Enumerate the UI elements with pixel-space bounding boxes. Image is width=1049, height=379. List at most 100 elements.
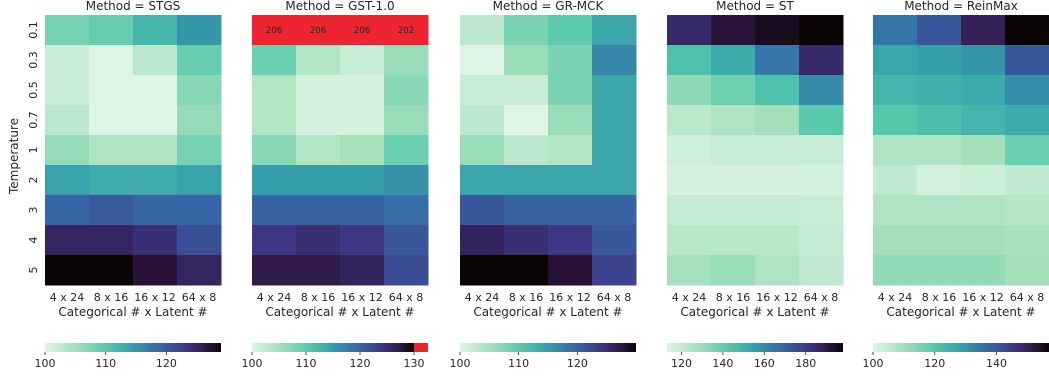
heatmap-cell bbox=[177, 15, 222, 46]
heatmap-panel: Method = STGS 4 x 24 8 x 16 16 x 12 64 x 8Ca… bbox=[27, 0, 222, 370]
heatmap-cell bbox=[1005, 195, 1049, 226]
x-axis-label: Categorical # x Latent # bbox=[473, 305, 622, 319]
y-tick-label: 0.1 bbox=[27, 21, 40, 39]
x-tick-label: 64 x 8 bbox=[182, 291, 217, 304]
heatmap-cell bbox=[799, 135, 844, 166]
heatmap-cell bbox=[1005, 135, 1049, 166]
heatmap-panel: Method = ST 4 x 24 8 x 16 16 x 12 64 x 8Cate… bbox=[667, 0, 844, 370]
heatmap-cell bbox=[384, 135, 429, 166]
heatmap-cell bbox=[133, 195, 178, 226]
heatmap-cell bbox=[296, 255, 341, 286]
x-tick-label: 8 x 16 bbox=[509, 291, 544, 304]
heatmap-cell bbox=[548, 105, 593, 136]
heatmap-cell bbox=[296, 195, 341, 226]
heatmap-cell bbox=[252, 75, 297, 106]
heatmap-cell bbox=[133, 165, 178, 196]
heatmap-cell bbox=[340, 195, 385, 226]
heatmap-cell bbox=[340, 75, 385, 106]
heatmap-cell bbox=[133, 225, 178, 256]
y-tick-label: 0.7 bbox=[27, 111, 40, 129]
heatmap-cell bbox=[504, 165, 549, 196]
y-tick-label: 2 bbox=[27, 177, 40, 184]
heatmap-cell bbox=[711, 45, 756, 76]
heatmap-cell bbox=[177, 225, 222, 256]
heatmap-cell bbox=[917, 195, 962, 226]
x-tick-label: 4 x 24 bbox=[50, 291, 85, 304]
x-tick-label: 64 x 8 bbox=[597, 291, 632, 304]
panel-title: Method = ST bbox=[716, 0, 794, 13]
heatmap-cell bbox=[917, 165, 962, 196]
cell-annotation: 202 bbox=[398, 26, 414, 36]
heatmap-cell bbox=[917, 105, 962, 136]
colorbar bbox=[667, 343, 843, 352]
y-tick-label: 0.3 bbox=[27, 51, 40, 69]
heatmap-cell bbox=[711, 225, 756, 256]
heatmap-cell bbox=[711, 165, 756, 196]
heatmap-cell bbox=[89, 195, 134, 226]
heatmap-cell bbox=[961, 225, 1006, 256]
heatmap-cell bbox=[89, 135, 134, 166]
colorbar bbox=[460, 343, 636, 352]
heatmap-cell bbox=[755, 75, 800, 106]
heatmap-cell bbox=[504, 195, 549, 226]
heatmap-cell bbox=[1005, 225, 1049, 256]
cell-annotation: 206 bbox=[310, 26, 326, 36]
colorbar-tick-label: 100 bbox=[863, 357, 884, 370]
x-tick-label: 8 x 16 bbox=[94, 291, 129, 304]
heatmap-cell bbox=[711, 15, 756, 46]
heatmap-cell bbox=[340, 105, 385, 136]
colorbar-tick-label: 140 bbox=[712, 357, 733, 370]
heatmap-cell bbox=[592, 15, 637, 46]
heatmap-cell bbox=[504, 45, 549, 76]
heatmap-cell bbox=[548, 135, 593, 166]
heatmap-cell bbox=[504, 225, 549, 256]
heatmap-cell bbox=[252, 165, 297, 196]
heatmap-cell bbox=[961, 75, 1006, 106]
heatmap-cell bbox=[340, 165, 385, 196]
heatmap-cell bbox=[460, 195, 505, 226]
x-tick-label: 4 x 24 bbox=[672, 291, 707, 304]
heatmap-cell bbox=[755, 15, 800, 46]
heatmap-cell bbox=[917, 15, 962, 46]
heatmap-cell bbox=[460, 15, 505, 46]
heatmap-cell bbox=[252, 105, 297, 136]
heatmap-cell bbox=[89, 225, 134, 256]
heatmap-cell bbox=[384, 45, 429, 76]
heatmap-cell bbox=[133, 135, 178, 166]
heatmap-cell bbox=[548, 195, 593, 226]
heatmap-cell bbox=[133, 75, 178, 106]
heatmap-cell bbox=[177, 135, 222, 166]
cell-annotation: 206 bbox=[266, 26, 282, 36]
heatmap-cell bbox=[961, 165, 1006, 196]
heatmap-cell bbox=[592, 135, 637, 166]
heatmap-cell bbox=[504, 75, 549, 106]
colorbar-tick-label: 120 bbox=[567, 357, 588, 370]
heatmap-cell bbox=[45, 195, 90, 226]
heatmap-cell bbox=[799, 165, 844, 196]
colorbar-overflow-swatch bbox=[414, 343, 428, 352]
heatmap-cell bbox=[296, 105, 341, 136]
heatmap-cell bbox=[961, 15, 1006, 46]
heatmap-cell bbox=[667, 105, 712, 136]
heatmap-cell bbox=[548, 75, 593, 106]
colorbar-tick-label: 110 bbox=[508, 357, 529, 370]
heatmap-cell bbox=[667, 165, 712, 196]
heatmap-cell bbox=[667, 255, 712, 286]
heatmap-cell bbox=[133, 255, 178, 286]
heatmap-cell bbox=[45, 75, 90, 106]
heatmap-cell bbox=[1005, 75, 1049, 106]
heatmap-cell bbox=[1005, 165, 1049, 196]
heatmap-cell bbox=[755, 165, 800, 196]
x-tick-label: 16 x 12 bbox=[341, 291, 383, 304]
heatmap-cell bbox=[89, 165, 134, 196]
x-tick-label: 16 x 12 bbox=[962, 291, 1004, 304]
panel-title: Method = GR-MCK bbox=[493, 0, 605, 13]
heatmap-cell bbox=[252, 195, 297, 226]
heatmap-cell bbox=[592, 165, 637, 196]
heatmap-cell bbox=[961, 45, 1006, 76]
heatmap-cell bbox=[667, 225, 712, 256]
heatmap-cell bbox=[177, 255, 222, 286]
heatmap-cell bbox=[873, 225, 918, 256]
heatmap-cell bbox=[340, 15, 385, 46]
x-axis-label: Categorical # x Latent # bbox=[58, 305, 207, 319]
